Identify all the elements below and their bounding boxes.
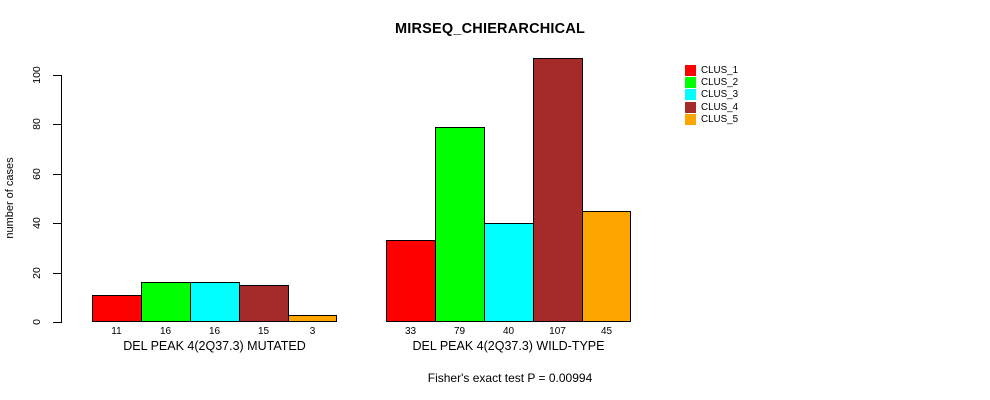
y-axis-tick-label: 60 [31,168,43,180]
legend: CLUS_1 CLUS_2 CLUS_3 CLUS_4 CLUS_5 [685,64,738,126]
y-axis-tick [53,124,61,125]
bar-value-label: 40 [502,326,515,337]
legend-item-clus_2: CLUS_2 [685,76,739,89]
legend-label: CLUS_3 [701,89,739,101]
bar-value-label: 15 [257,326,270,337]
bar-clus_1-group2 [386,240,436,322]
y-axis-tick [53,174,61,175]
bar-clus_5-group2 [582,211,631,322]
y-axis-tick-label: 0 [31,319,43,325]
bar-value-label: 16 [208,326,221,337]
y-axis-tick [53,223,61,224]
chart-title: MIRSEQ_CHIERARCHICAL [394,21,586,37]
legend-swatch-clus_2 [685,77,696,89]
legend-swatch-clus_3 [685,89,696,101]
bar-clus_3-group1 [190,282,240,322]
bar-value-label: 79 [453,326,466,337]
bar-value-label: 16 [159,326,172,337]
group-label: DEL PEAK 4(2Q37.3) MUTATED [123,339,306,353]
legend-label: CLUS_4 [701,101,739,113]
y-axis-tick [53,273,61,274]
y-axis-tick-label: 100 [31,66,43,84]
bar-clus_2-group2 [435,127,485,322]
y-axis-label: number of cases [4,157,16,239]
y-axis-tick-label: 40 [31,217,43,229]
y-axis-tick [53,75,61,76]
group-label: DEL PEAK 4(2Q37.3) WILD-TYPE [412,339,605,353]
bar-value-label: 33 [404,326,417,337]
bar-clus_4-group1 [239,285,289,322]
y-axis-tick-label: 80 [31,118,43,130]
bar-clus_1-group1 [92,295,142,322]
y-axis-line [61,75,62,323]
bar-clus_5-group1 [288,315,337,322]
legend-swatch-clus_1 [685,64,696,76]
legend-label: CLUS_1 [701,64,739,76]
bar-clus_3-group2 [484,223,534,322]
legend-item-clus_4: CLUS_4 [685,101,738,113]
bar-value-label: 11 [111,326,122,337]
y-axis-tick [53,322,61,323]
legend-swatch-clus_4 [685,101,696,113]
bar-value-label: 45 [600,326,613,337]
bar-clus_4-group2 [533,58,583,322]
legend-item-clus_5: CLUS_5 [685,114,738,126]
legend-swatch-clus_5 [685,114,696,126]
y-axis-tick-label: 20 [31,267,43,279]
annotation-text: Fisher's exact test P = 0.00994 [427,371,593,385]
legend-label: CLUS_5 [701,114,739,126]
legend-item-clus_3: CLUS_3 [685,89,738,101]
bar-clus_2-group1 [141,282,191,322]
bar-value-label: 107 [549,326,566,337]
bar-value-label: 3 [309,326,316,337]
legend-item-clus_1: CLUS_1 [685,64,738,76]
legend-label: CLUS_2 [701,77,739,89]
